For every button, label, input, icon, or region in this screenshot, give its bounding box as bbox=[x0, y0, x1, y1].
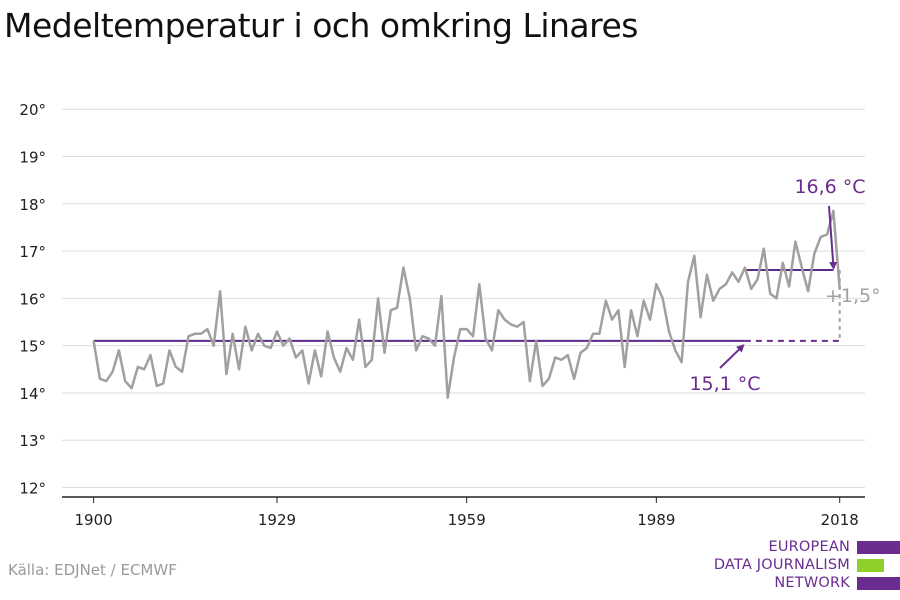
gridlines bbox=[62, 108, 865, 489]
chart-title: Medeltemperatur i och omkring Linares bbox=[4, 6, 639, 45]
y-tick-label-20: 20° bbox=[19, 101, 46, 119]
logo-line-2: DATA JOURNALISM bbox=[713, 557, 850, 573]
x-tick-label-1989: 1989 bbox=[637, 511, 675, 529]
annotation-label-recent: 16,6 °C bbox=[794, 176, 865, 198]
logo-line-1: EUROPEAN bbox=[768, 539, 850, 555]
y-axis-tick-labels: 12° 13° 14° 15° 16° 17° 18° 19° 20° bbox=[19, 101, 46, 497]
y-tick-label-16: 16° bbox=[19, 290, 46, 308]
y-tick-label-17: 17° bbox=[19, 243, 46, 261]
y-tick-label-15: 15° bbox=[19, 338, 46, 356]
arrow-baseline bbox=[719, 344, 745, 369]
logo-line-3: NETWORK bbox=[774, 575, 850, 591]
x-tick-label-1929: 1929 bbox=[258, 511, 296, 529]
x-tick-label-1900: 1900 bbox=[75, 511, 113, 529]
annotation-label-baseline: 15,1 °C bbox=[689, 373, 760, 395]
x-tick-label-1959: 1959 bbox=[448, 511, 486, 529]
source-credit: Källa: EDJNet / ECMWF bbox=[8, 561, 177, 579]
series-layer bbox=[92, 209, 841, 399]
temperature-series-line bbox=[92, 209, 841, 399]
y-tick-label-18: 18° bbox=[19, 196, 46, 214]
delta-label: +1,5° bbox=[825, 285, 881, 307]
logo-bar-green bbox=[857, 559, 884, 572]
y-tick-label-12: 12° bbox=[19, 480, 46, 498]
y-tick-label-14: 14° bbox=[19, 385, 46, 403]
y-tick-label-19: 19° bbox=[19, 148, 46, 166]
arrow-recent bbox=[828, 205, 838, 270]
x-tick-label-2018: 2018 bbox=[821, 511, 859, 529]
edjnet-logo: EUROPEAN DATA JOURNALISM NETWORK bbox=[700, 539, 900, 595]
annotations: 15,1 °C 16,6 °C +1,5° bbox=[689, 176, 880, 395]
x-axis-ticks: 1900 1929 1959 1989 2018 bbox=[62, 496, 865, 529]
logo-bar-purple-2 bbox=[857, 577, 900, 590]
y-tick-label-13: 13° bbox=[19, 432, 46, 450]
logo-bar-purple-1 bbox=[857, 541, 900, 554]
